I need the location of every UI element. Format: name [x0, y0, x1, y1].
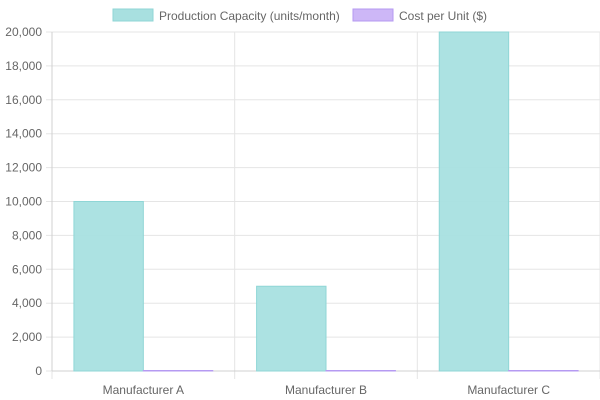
bar-cost-per-unit[interactable] — [325, 370, 396, 372]
y-axis: 0 2,000 4,000 6,000 8,000 10,000 12,000 14,000 1… — [5, 25, 53, 378]
bar-production-capacity[interactable] — [438, 31, 510, 372]
x-tick-label: Manufacturer A — [103, 383, 184, 397]
y-tick-label: 10,000 — [5, 195, 42, 209]
x-tick-label: Manufacturer B — [285, 383, 367, 397]
y-tick-label: 0 — [35, 364, 42, 378]
x-axis: Manufacturer A Manufacturer B Manufacturer… — [52, 370, 600, 397]
y-tick-label: 16,000 — [5, 93, 42, 107]
y-tick-label: 4,000 — [12, 296, 42, 310]
y-tick-label: 14,000 — [5, 127, 42, 141]
legend-label-cost-per-unit: Cost per Unit ($) — [399, 9, 487, 23]
y-tick-label: 12,000 — [5, 161, 42, 175]
bar-production-capacity[interactable] — [256, 285, 327, 372]
y-tick-label: 18,000 — [5, 59, 42, 73]
y-tick-label: 6,000 — [12, 262, 42, 276]
legend-item-production-capacity[interactable]: Production Capacity (units/month) — [112, 8, 340, 23]
bar-cost-per-unit[interactable] — [142, 370, 214, 372]
y-tick-label: 2,000 — [12, 330, 42, 344]
legend-swatch-cost-per-unit — [352, 8, 394, 22]
bar-cost-per-unit[interactable] — [508, 370, 579, 372]
y-tick-label: 20,000 — [5, 25, 42, 39]
y-tick-label: 8,000 — [12, 228, 42, 242]
x-tick-label: Manufacturer C — [467, 383, 550, 397]
legend-label-production-capacity: Production Capacity (units/month) — [159, 9, 340, 23]
legend: Production Capacity (units/month) Cost p… — [112, 8, 487, 23]
bar-production-capacity[interactable] — [73, 201, 144, 372]
bars — [73, 31, 579, 372]
legend-swatch-production-capacity — [112, 8, 154, 22]
legend-item-cost-per-unit[interactable]: Cost per Unit ($) — [352, 8, 487, 23]
